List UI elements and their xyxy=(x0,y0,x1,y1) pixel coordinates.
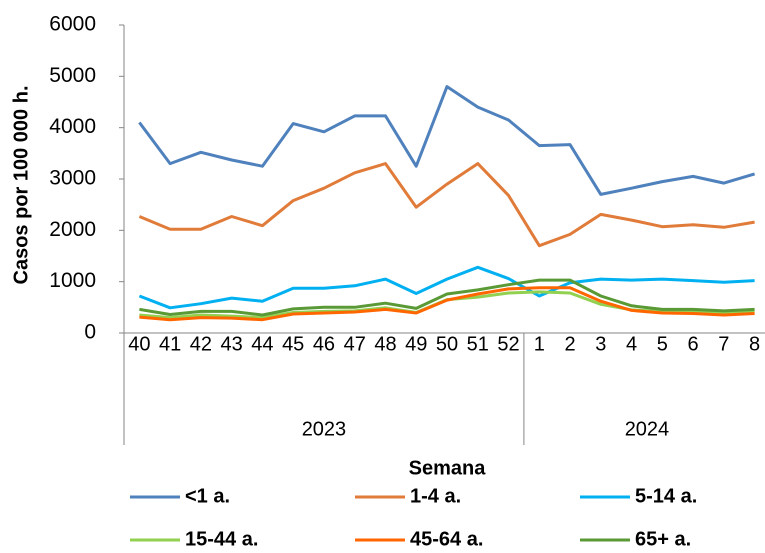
y-tick-label: 2000 xyxy=(49,218,96,241)
x-tick-label: 8 xyxy=(749,333,760,355)
y-tick-label: 1000 xyxy=(49,269,96,292)
y-tick-label: 5000 xyxy=(49,64,96,87)
series-line xyxy=(138,265,755,310)
x-tick-label: 50 xyxy=(436,333,458,355)
x-tick-label: 3 xyxy=(595,333,606,355)
x-tick-label: 44 xyxy=(251,333,273,355)
x-tick-label: 4 xyxy=(626,333,637,355)
x-tick-label: 7 xyxy=(718,333,729,355)
legend-label: 5-14 a. xyxy=(635,485,697,507)
y-tick-label: 0 xyxy=(84,321,96,344)
x-tick-label: 6 xyxy=(688,333,699,355)
y-tick-label: 3000 xyxy=(49,167,96,190)
x-tick-label: 2 xyxy=(564,333,575,355)
x-axis-title: Semana xyxy=(409,457,487,479)
legend-label: 1-4 a. xyxy=(410,485,461,507)
group-label: 2023 xyxy=(302,418,347,440)
series-line xyxy=(138,85,756,196)
x-tick-label: 52 xyxy=(497,333,519,355)
x-tick-label: 45 xyxy=(282,333,304,355)
legend-label: 45-64 a. xyxy=(410,528,483,550)
series-line xyxy=(139,278,755,317)
x-tick-label: 46 xyxy=(313,333,335,355)
x-tick-label: 1 xyxy=(534,333,545,355)
x-tick-label: 49 xyxy=(405,333,427,355)
series-line xyxy=(138,162,755,248)
x-tick-label: 41 xyxy=(159,333,181,355)
y-tick-label: 4000 xyxy=(49,115,96,138)
legend-label: 15-44 a. xyxy=(185,528,258,550)
y-tick-label: 6000 xyxy=(49,13,96,36)
x-tick-label: 48 xyxy=(374,333,396,355)
x-tick-label: 40 xyxy=(128,333,150,355)
legend-label: 65+ a. xyxy=(635,528,691,550)
x-tick-label: 43 xyxy=(221,333,243,355)
group-label: 2024 xyxy=(625,418,670,440)
legend-label: <1 a. xyxy=(185,485,230,507)
series-line xyxy=(139,286,755,322)
y-axis-title: Casos por 100 000 h. xyxy=(10,86,32,285)
x-tick-label: 42 xyxy=(190,333,212,355)
x-tick-label: 5 xyxy=(657,333,668,355)
x-tick-label: 51 xyxy=(467,333,489,355)
x-tick-label: 47 xyxy=(344,333,366,355)
